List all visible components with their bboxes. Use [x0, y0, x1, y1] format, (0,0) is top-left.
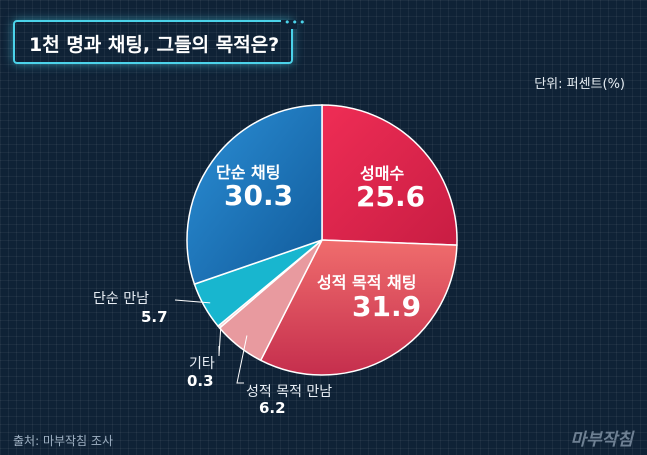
title-box: ••• 1천 명과 채팅, 그들의 목적은? [13, 17, 305, 64]
slice-label-sexual-meet: 성적 목적 만남 [246, 384, 333, 400]
title-box-notch [281, 20, 297, 29]
slice-value-seongmaesu: 25.6 [356, 180, 426, 213]
slice-value-other: 0.3 [187, 372, 214, 390]
slice-label-simple-meet: 단순 만남 [93, 291, 149, 307]
brand-logo: 마부작침 [570, 430, 633, 450]
title-dots: ••• [284, 16, 307, 29]
slice-simple-chat [186, 104, 323, 286]
slice-value-sexual-chat: 31.9 [352, 290, 422, 323]
slice-label-sexual-chat: 성적 목적 채팅 [317, 273, 417, 292]
slice-value-sexual-meet: 6.2 [259, 399, 286, 417]
slice-label-seongmaesu: 성매수 [360, 164, 405, 183]
unit-label: 단위: 퍼센트(%) [534, 77, 625, 92]
slice-label-other: 기타 [189, 356, 215, 372]
slice-sexual-chat [259, 239, 458, 376]
source-note: 출처: 마부작침 조사 [13, 434, 113, 448]
slice-seongmaesu [321, 104, 458, 246]
leader-line-simple-meet [174, 299, 211, 304]
chart-title: 1천 명과 채팅, 그들의 목적은? [29, 34, 280, 56]
leader-line-other [218, 325, 222, 357]
slice-value-simple-chat: 30.3 [224, 179, 294, 212]
slice-value-simple-meet: 5.7 [141, 308, 168, 326]
slice-label-simple-chat: 단순 채팅 [216, 163, 281, 182]
leader-line-sexual-meet [236, 335, 248, 384]
